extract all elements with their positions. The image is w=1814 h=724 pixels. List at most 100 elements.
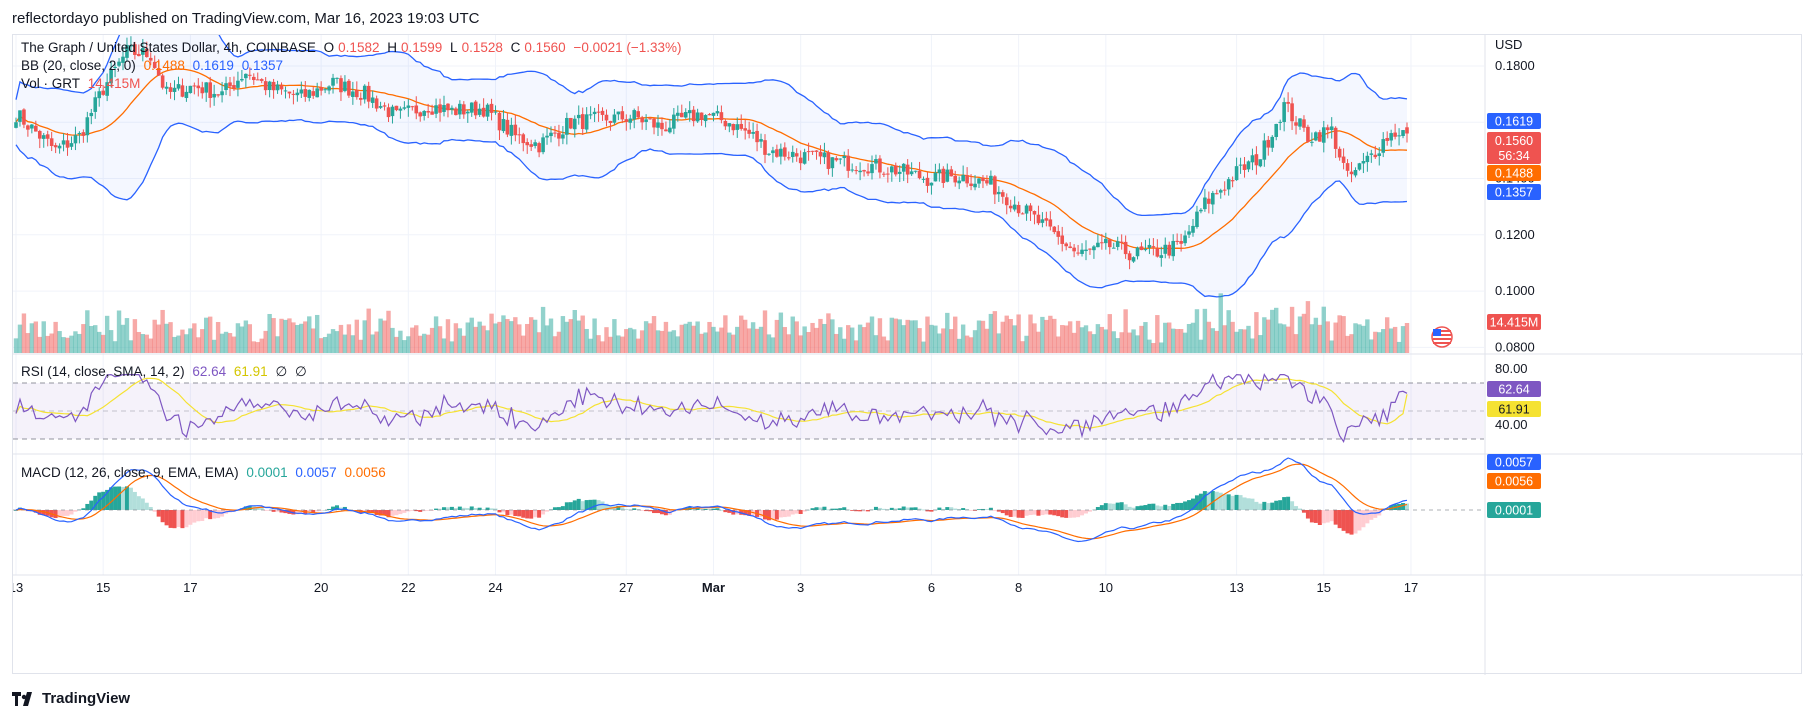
macd-hist-bar (1202, 491, 1207, 510)
candle (319, 81, 323, 96)
volume-bar (358, 339, 363, 353)
candle-body (846, 155, 851, 171)
candle-body (588, 114, 593, 116)
macd-hist-bar (378, 510, 383, 516)
candle (287, 91, 292, 99)
volume-bar (1210, 328, 1216, 353)
candle (1123, 235, 1128, 259)
candle-body (513, 124, 518, 136)
candle (735, 117, 740, 138)
candle (299, 81, 304, 99)
macd-hist-bar (386, 510, 391, 518)
candle-body (953, 175, 958, 183)
candle-body (343, 81, 347, 92)
rsi-legend[interactable]: RSI (14, close, SMA, 14, 2) 62.64 61.91 … (21, 364, 307, 379)
candle (890, 165, 894, 182)
macd-hist-bar (208, 510, 213, 520)
candle-body (874, 159, 878, 164)
candle-body (224, 83, 228, 91)
candle-body (652, 118, 656, 128)
volume-bar (1044, 319, 1049, 353)
macd-hist-bar (1147, 503, 1152, 510)
candle (517, 127, 522, 144)
macd-hist-bar (941, 508, 946, 510)
macd-hist-bar (243, 506, 248, 510)
candle-body (1171, 240, 1175, 257)
candle (969, 174, 973, 191)
candle-body (370, 97, 375, 103)
candle (644, 114, 648, 131)
candle-body (374, 98, 379, 109)
candle (323, 87, 327, 94)
candle-body (414, 105, 419, 114)
candle-body (727, 123, 732, 127)
candle (1175, 233, 1179, 245)
volume-bar (600, 341, 605, 353)
candle (1381, 132, 1386, 158)
candle (458, 100, 462, 120)
candle (37, 129, 42, 149)
candle (905, 159, 910, 184)
candle-body (1341, 156, 1346, 163)
macd-hist-bar (283, 510, 288, 514)
candle-body (1111, 247, 1116, 249)
macd-hist-bar (822, 506, 827, 510)
candle (307, 89, 312, 102)
macd-hist-bar (331, 506, 336, 510)
candle-body (1139, 246, 1144, 251)
candle (826, 150, 831, 175)
candle-body (93, 97, 98, 112)
candle-body (644, 119, 648, 122)
rsi-badge-text: 62.64 (1498, 383, 1529, 397)
macd-hist-bar (1183, 501, 1188, 510)
macd-legend[interactable]: MACD (12, 26, close, 9, EMA, EMA) 0.0001… (21, 465, 386, 480)
volume-bar (1020, 341, 1025, 353)
volume-legend[interactable]: Vol · GRT 14.415M (21, 76, 141, 91)
volume-bar (45, 335, 50, 353)
candle (1000, 189, 1005, 204)
macd-hist-bar (632, 508, 637, 510)
volume-bar (1270, 309, 1275, 353)
candle-body (969, 183, 973, 186)
chart-canvas[interactable]: USD0.18000.16000.14000.12000.10000.08008… (13, 35, 1803, 675)
candle-body (1218, 190, 1223, 193)
candle (406, 99, 411, 117)
candle-body (390, 106, 395, 117)
candle-body (386, 107, 391, 118)
chart-frame[interactable]: USD0.18000.16000.14000.12000.10000.08008… (12, 34, 1803, 675)
macd-hist-bar (1155, 505, 1160, 510)
bb-legend[interactable]: BB (20, close, 2, 0) 0.1488 0.1619 0.135… (21, 58, 283, 73)
macd-hist-bar (711, 508, 716, 510)
candle-body (152, 61, 157, 68)
candle-body (184, 91, 189, 99)
macd-hist-bar (1373, 510, 1378, 518)
candle (1302, 115, 1306, 132)
candle (683, 108, 688, 119)
candle-body (259, 79, 264, 81)
volume-bar (239, 326, 245, 353)
candle-body (616, 111, 621, 115)
candle (755, 123, 759, 152)
macd-hist-bar (862, 510, 867, 512)
macd-hist-bar (818, 507, 823, 510)
macd-hist-bar (1369, 510, 1374, 520)
macd-line (15, 457, 1408, 543)
candle-body (640, 117, 644, 123)
macd-hist-bar (759, 510, 764, 517)
candle (1306, 124, 1310, 143)
candle-body (323, 89, 327, 91)
candle (1084, 240, 1088, 261)
candle-body (1294, 122, 1298, 126)
candle-body (141, 48, 145, 55)
macd-hist-bar (782, 510, 787, 518)
candle (105, 73, 109, 102)
volume-bar (806, 332, 811, 353)
macd-signal-badge: 0.0056 (1487, 473, 1541, 489)
volume-bar (1103, 329, 1109, 353)
candle (1119, 234, 1124, 250)
tradingview-logo[interactable]: TradingView (12, 690, 130, 707)
macd-hist-bar (731, 510, 736, 515)
macd-hist-bar (374, 510, 379, 516)
volume-bar (338, 324, 344, 353)
